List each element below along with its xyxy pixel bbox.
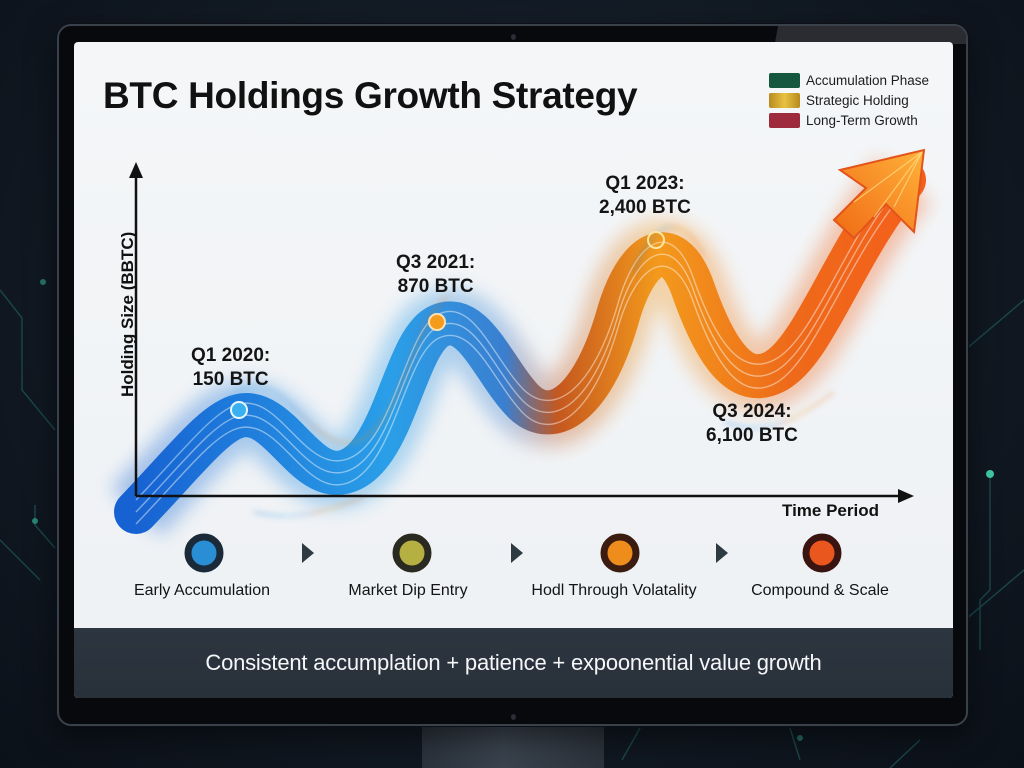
- x-axis-label: Time Period: [782, 501, 879, 520]
- legend-label: Long-Term Growth: [806, 112, 918, 128]
- legend-swatch-icon: [769, 112, 800, 128]
- annotation-value: 6,100 BTC: [706, 425, 798, 446]
- monitor-frame: BTC Holdings Growth Strategy Accumulatio…: [57, 24, 968, 726]
- webcam-dot: [511, 34, 516, 40]
- annotation-period: Q1 2023:: [605, 173, 685, 194]
- annotation-q1-2023: Q1 2023: 2,400 BTC: [599, 172, 691, 220]
- legend: Accumulation Phase Strategic Holding Lon…: [769, 70, 929, 130]
- legend-label: Accumulation Phase: [806, 72, 930, 88]
- power-indicator: [511, 714, 516, 720]
- y-axis-label: Holding Size (BBTC): [118, 231, 137, 397]
- legend-swatch-icon: [769, 92, 800, 108]
- timeline-stage-early-accumulation: Early Accumulation: [133, 582, 271, 599]
- annotation-period: Q3 2021:: [396, 252, 476, 273]
- footer-banner: Consistent accumplation + patience + exp…: [74, 628, 953, 698]
- legend-label: Strategic Holding: [806, 92, 909, 108]
- timeline-stage-market-dip-entry: Market Dip Entry: [348, 582, 468, 599]
- infographic-screen: BTC Holdings Growth Strategy Accumulatio…: [74, 42, 953, 698]
- timeline-stage-hodl: Hodl Through Volatality: [531, 582, 697, 599]
- monitor-stand: [422, 724, 604, 768]
- annotation-value: 2,400 BTC: [599, 197, 691, 218]
- annotation-period: Q3 2024:: [712, 401, 792, 422]
- annotation-period: Q1 2020:: [191, 345, 271, 366]
- annotation-q3-2021: Q3 2021: 870 BTC: [396, 251, 475, 299]
- growth-wave-chart: [105, 148, 932, 573]
- legend-item-strategic-holding: Strategic Holding: [769, 90, 929, 110]
- annotation-value: 870 BTC: [397, 276, 474, 297]
- annotation-q3-2024: Q3 2024: 6,100 BTC: [706, 400, 798, 448]
- footer-text: Consistent accumplation + patience + exp…: [205, 650, 822, 675]
- timeline-stage-compound-scale: Compound & Scale: [751, 582, 889, 599]
- legend-item-accumulation: Accumulation Phase: [769, 70, 929, 90]
- growth-arrow-icon: [832, 148, 926, 240]
- annotation-value: 150 BTC: [192, 369, 269, 390]
- legend-item-long-term-growth: Long-Term Growth: [769, 110, 929, 130]
- page-title: BTC Holdings Growth Strategy: [103, 75, 638, 116]
- annotation-q1-2020: Q1 2020: 150 BTC: [191, 344, 270, 392]
- legend-swatch-icon: [769, 72, 800, 88]
- bezel-glare: [736, 26, 966, 44]
